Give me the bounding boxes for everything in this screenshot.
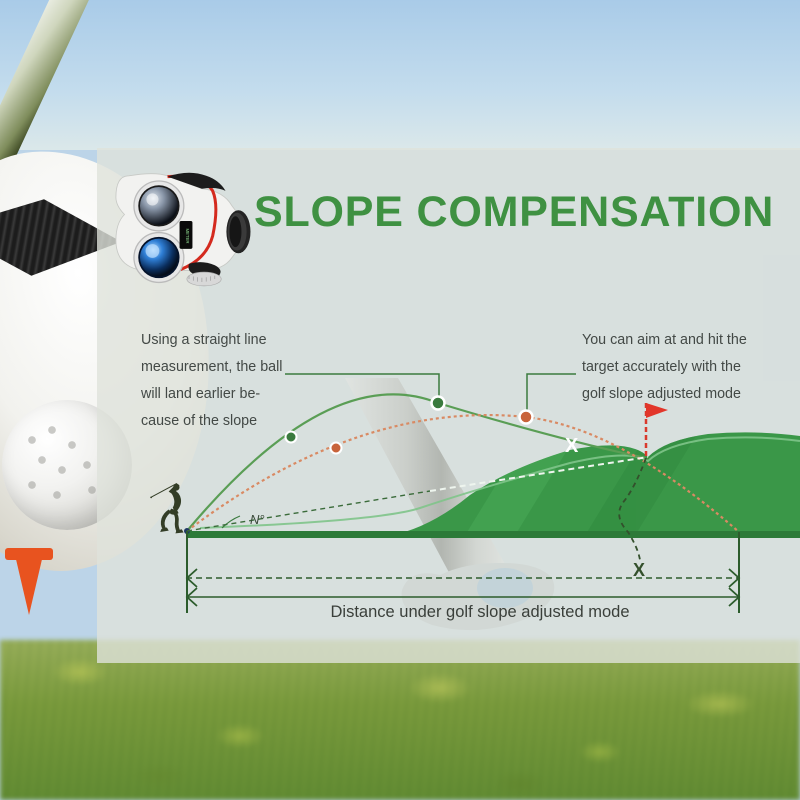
- svg-text:N°: N°: [250, 512, 265, 527]
- svg-text:X: X: [565, 435, 579, 457]
- svg-text:X: X: [633, 560, 645, 580]
